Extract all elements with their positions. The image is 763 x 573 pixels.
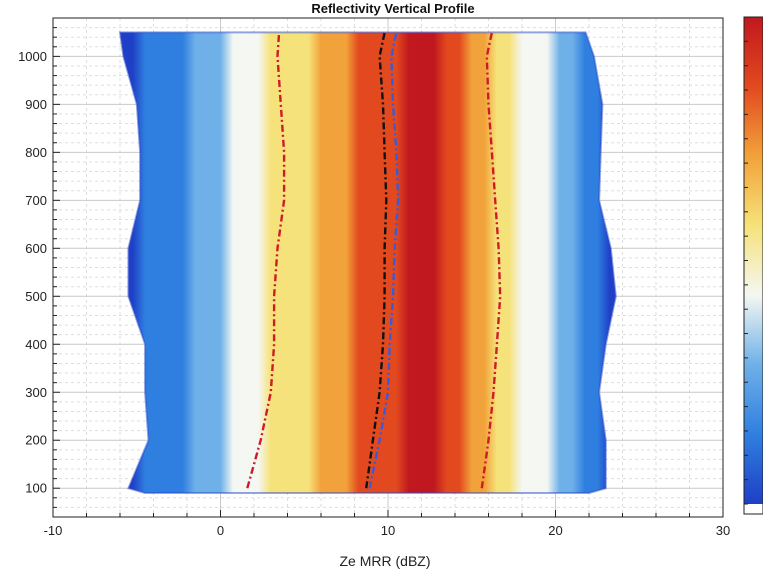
density-field [118,31,617,494]
series-line-1 [246,32,286,489]
y-tick-label: 700 [25,193,47,208]
series-line-3 [368,32,400,489]
y-tick-label: 500 [25,289,47,304]
density-outline [118,31,617,494]
x-tick-label: 0 [217,523,224,538]
density-heatmap [120,32,616,494]
colorbar-gradient [744,17,763,504]
x-tick-label: -10 [44,523,63,538]
x-tick-label: 20 [548,523,562,538]
y-tick-label: 900 [25,97,47,112]
y-tick-label: 1000 [18,49,47,64]
x-axis-title: Ze MRR (dBZ) [340,553,431,569]
colorbar [743,16,763,515]
series-line-4 [480,32,502,489]
axes: -10 0 10 20 30 100 200 300 400 500 600 700 800 900 100… [18,17,730,538]
y-tick-label: 600 [25,241,47,256]
y-tick-label: 800 [25,145,47,160]
y-tick-label: 100 [25,481,47,496]
colorbar-outside-swatch [744,504,763,514]
x-tick-label: 10 [381,523,395,538]
y-tick-label: 300 [25,385,47,400]
y-tick-label: 400 [25,337,47,352]
y-tick-label: 200 [25,433,47,448]
percentile-lines [246,32,502,489]
x-tick-label: 30 [716,523,730,538]
chart-title: Reflectivity Vertical Profile [311,1,474,16]
series-line-2 [365,32,388,489]
colorbar-frame [743,16,763,515]
